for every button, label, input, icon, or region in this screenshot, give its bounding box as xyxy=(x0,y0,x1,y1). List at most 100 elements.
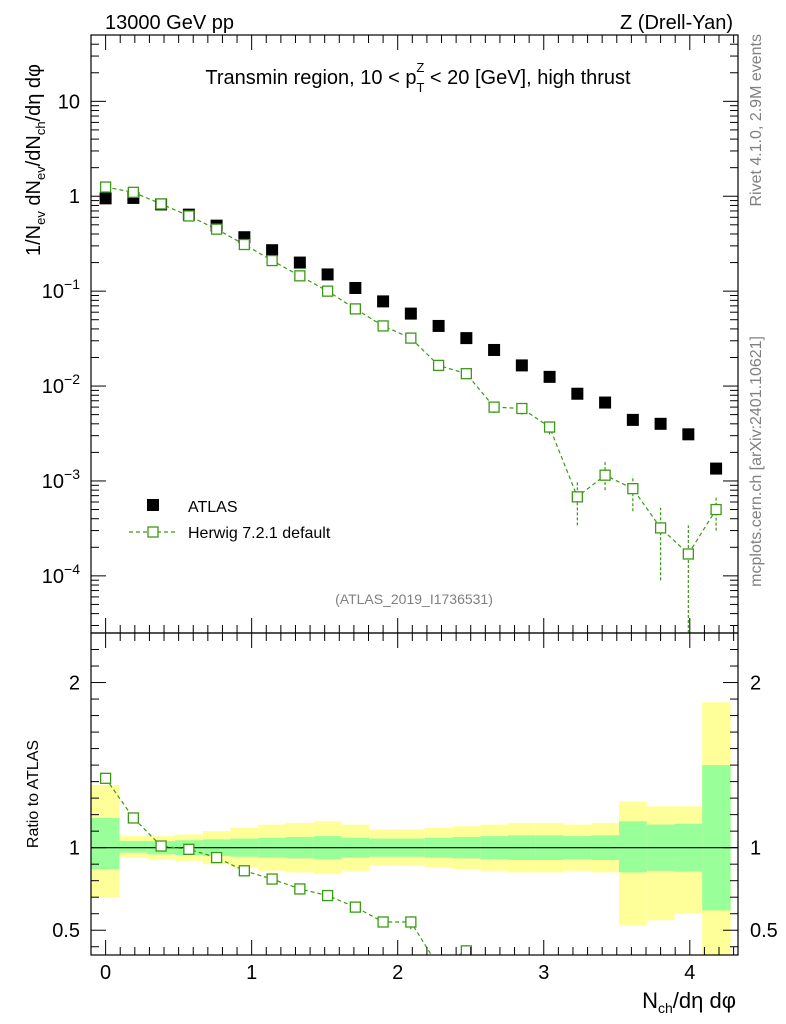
herwig-ratio-point xyxy=(266,873,278,885)
ratio-y-tick-label-left: 0.5 xyxy=(52,920,80,942)
atlas-point xyxy=(710,462,723,475)
x-tick-label: 4 xyxy=(684,962,695,984)
ratio-band-stat-bin xyxy=(702,765,731,911)
atlas-point xyxy=(515,359,528,372)
x-tick-label: 0 xyxy=(100,962,111,984)
herwig-ratio-point xyxy=(377,916,389,928)
legend-herwig-label: Herwig 7.2.1 default xyxy=(188,525,331,542)
legend-atlas-label: ATLAS xyxy=(188,499,238,516)
legend-atlas-marker xyxy=(147,499,159,511)
herwig-point xyxy=(294,270,306,282)
herwig-point xyxy=(432,359,445,372)
ylabel-part-5: ch xyxy=(33,121,48,135)
ratio-y-tick-label-left: 1 xyxy=(69,838,80,860)
ratio-y-ticks: 0.5 0.5 1 1 2 2 xyxy=(52,649,778,948)
herwig-point xyxy=(155,198,167,210)
main-x-ticks xyxy=(90,35,735,633)
herwig-point xyxy=(210,223,223,235)
atlas-point xyxy=(432,319,445,332)
herwig-ratio-point xyxy=(405,916,417,928)
ratio-y-tick-label-left: 2 xyxy=(69,673,80,695)
atlas-point xyxy=(293,256,306,269)
xlabel-part-2: /dη dφ xyxy=(673,988,736,1013)
atlas-point xyxy=(377,295,390,308)
atlas-point xyxy=(99,192,112,205)
ratio-y-tick-label-right: 1 xyxy=(750,838,761,860)
herwig-point xyxy=(543,421,556,433)
atlas-point xyxy=(349,281,362,294)
x-tick-label: 3 xyxy=(538,962,549,984)
atlas-point xyxy=(543,370,556,383)
herwig-ratio-point xyxy=(349,901,361,913)
ylabel-part-3: ev xyxy=(33,166,48,180)
atlas-point xyxy=(266,244,279,257)
main-y-tick-base: 10 xyxy=(42,471,64,493)
atlas-point xyxy=(460,332,473,345)
ratio-x-ticks: 0 1 2 3 4 xyxy=(90,633,735,984)
main-y-tick-base: 10 xyxy=(42,281,64,303)
herwig-point xyxy=(321,285,334,297)
herwig-point xyxy=(266,254,278,267)
ratio-panel: 0.5 0.5 1 1 2 2 0 1 2 3 4 Ratio to ATLAS Nch/dη d… xyxy=(25,632,778,1016)
herwig-main-errorbars xyxy=(105,186,717,633)
ylabel-part-4: /dN xyxy=(23,135,45,166)
herwig-point xyxy=(99,181,112,193)
title-sup: Z xyxy=(416,60,424,75)
main-y-tick-base: 10 xyxy=(42,376,64,398)
ratio-band-stat-bin xyxy=(91,817,120,870)
herwig-point xyxy=(377,320,389,332)
main-y-tick-label: 10−3 xyxy=(42,466,80,493)
main-y-tick-base: 1 xyxy=(69,186,80,208)
herwig-point xyxy=(238,238,251,251)
herwig-point xyxy=(405,332,417,344)
atlas-point xyxy=(404,307,417,320)
herwig-ratio-point xyxy=(127,812,140,824)
rivet-label: Rivet 4.1.0, 2.9M events xyxy=(748,34,765,207)
atlas-point xyxy=(626,413,639,426)
xlabel-part-1: ch xyxy=(658,1000,673,1016)
atlas-point xyxy=(682,428,695,441)
ylabel-part-1: ev xyxy=(33,211,48,225)
herwig-ratio-point xyxy=(210,851,223,864)
title-sub: T xyxy=(416,80,424,95)
ratio-y-label: Ratio to ATLAS xyxy=(25,740,42,848)
legend-herwig-marker xyxy=(147,526,159,538)
herwig-point xyxy=(488,401,500,413)
herwig-ratio-points xyxy=(99,772,472,972)
herwig-ratio-point xyxy=(434,962,444,972)
main-y-tick-label: 1 xyxy=(69,186,80,208)
mcplots-label: mcplots.cern.ch [arXiv:2401.10621] xyxy=(748,336,765,587)
herwig-point xyxy=(682,548,694,560)
herwig-ratio-point xyxy=(321,889,334,902)
legend: ATLAS Herwig 7.2.1 default xyxy=(129,499,331,542)
main-y-tick-exp: −1 xyxy=(64,276,80,292)
main-y-tick-exp: −3 xyxy=(64,466,80,482)
herwig-point xyxy=(183,210,195,222)
x-tick-label: 2 xyxy=(392,962,403,984)
herwig-ratio-point xyxy=(294,883,306,895)
main-y-tick-label: 10−2 xyxy=(42,371,80,398)
ratio-band-stat xyxy=(91,765,731,911)
main-y-tick-label: 10−4 xyxy=(42,561,80,588)
herwig-point xyxy=(599,469,611,481)
herwig-point xyxy=(349,303,361,315)
main-title: Transmin region, 10 < pTZ < 20 [GeV], hi… xyxy=(205,60,631,95)
herwig-ratio-point xyxy=(155,840,167,852)
atlas-point xyxy=(488,343,501,356)
analysis-id: (ATLAS_2019_I1736531) xyxy=(335,591,493,607)
main-y-tick-base: 10 xyxy=(58,91,80,113)
x-axis-label: Nch/dη dφ xyxy=(642,988,736,1016)
main-y-tick-base: 10 xyxy=(42,566,64,588)
ratio-band-stat-bin xyxy=(119,841,148,853)
main-y-tick-exp: −2 xyxy=(64,371,80,387)
atlas-point xyxy=(654,417,667,430)
main-y-tick-label: 10−1 xyxy=(42,276,80,303)
herwig-main-points xyxy=(99,181,722,560)
herwig-ratio-errorbars xyxy=(105,776,467,955)
atlas-main-points xyxy=(99,191,723,475)
xlabel-part-0: N xyxy=(642,988,658,1013)
main-y-label: 1/Nev dNev/dNch/dη dφ xyxy=(23,64,48,256)
ylabel-part-6: /dη dφ xyxy=(23,64,45,121)
ratio-y-tick-label-right: 2 xyxy=(750,673,761,695)
